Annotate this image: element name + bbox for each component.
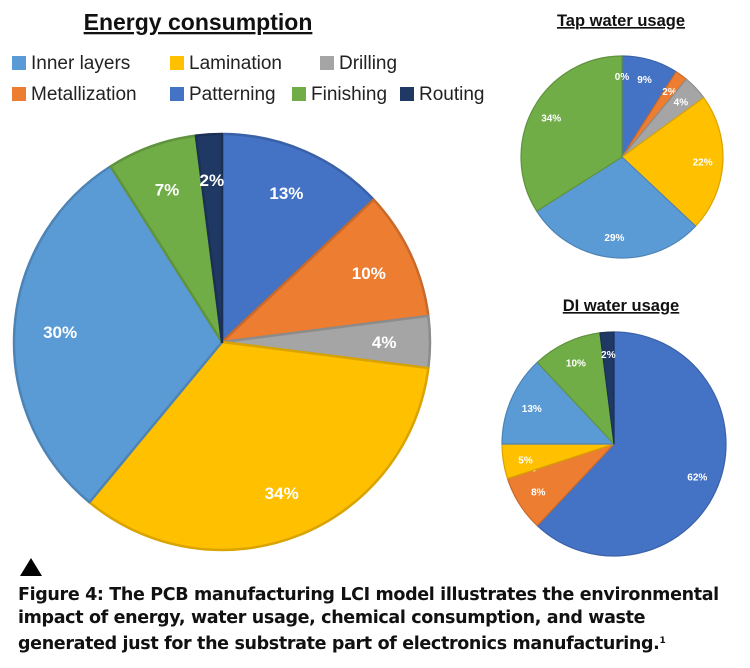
tap-slice-lamination: [621, 97, 724, 227]
energy-label-lamination: 34%: [265, 484, 299, 503]
legend-swatch-patterning: [170, 87, 184, 101]
tap-label-inner-layers: 29%: [604, 233, 624, 244]
energy-legend: Inner layers Lamination Drilling Metallizat…: [12, 53, 485, 105]
tap-slice-inner-layers: [536, 156, 697, 259]
legend-label-lamination: Lamination: [189, 53, 282, 74]
caption-block: Figure 4: The PCB manufacturing LCI mode…: [18, 558, 738, 656]
tap-label-patterning: 9%: [637, 75, 652, 86]
di-label-metallization: 8%: [531, 488, 546, 499]
legend-swatch-inner-layers: [12, 56, 26, 70]
energy-chart-title: Energy consumption: [84, 9, 313, 35]
footnote-mark: 1: [659, 636, 666, 646]
energy-label-inner-layers: 30%: [43, 323, 77, 342]
energy-label-patterning: 13%: [269, 184, 303, 203]
legend-swatch-routing: [400, 87, 414, 101]
energy-label-metallization: 10%: [352, 264, 386, 283]
caption-text: Figure 4: The PCB manufacturing LCI mode…: [18, 585, 719, 654]
energy-slice-metallization: [220, 198, 430, 344]
legend-label-finishing: Finishing: [311, 84, 387, 105]
energy-label-routing: 2%: [200, 171, 225, 190]
legend-label-drilling: Drilling: [339, 53, 397, 74]
legend-swatch-finishing: [292, 87, 306, 101]
legend-label-routing: Routing: [419, 84, 485, 105]
di-water-chart-title: DI water usage: [563, 297, 679, 315]
di-label-lamination: 5%: [518, 456, 533, 467]
energy-slice-inner-layers: [12, 165, 224, 504]
energy-slice-patterning: [220, 132, 375, 344]
tap-label-finishing: 34%: [541, 114, 561, 125]
figure-caption: Figure 4: The PCB manufacturing LCI mode…: [18, 584, 738, 656]
di-slice-patterning: [536, 331, 727, 557]
legend-swatch-lamination: [170, 56, 184, 70]
tap-water-chart-title: Tap water usage: [557, 12, 685, 30]
di-label-inner-layers: 13%: [522, 404, 542, 415]
tap-label-routing: 0%: [615, 72, 630, 83]
tap-water-pie: 9% 2%4% 22% 29% 34% 0%: [520, 55, 724, 259]
legend-label-metallization: Metallization: [31, 84, 137, 105]
energy-label-drilling: 4%: [372, 333, 397, 352]
tap-slice-finishing: [520, 55, 623, 212]
legend-label-inner-layers: Inner layers: [31, 53, 130, 74]
di-slice-inner-layers: [501, 361, 615, 445]
energy-label-finishing: 7%: [155, 181, 180, 200]
legend-label-patterning: Patterning: [189, 84, 276, 105]
tap-label-metallization: 2%: [662, 87, 677, 98]
di-water-pie: 62%8%0%5%13%10%2%: [501, 331, 727, 557]
di-label-routing: 2%: [601, 350, 616, 361]
di-label-finishing: 10%: [566, 359, 586, 370]
energy-slice-routing: [194, 132, 224, 344]
tap-label-lamination: 22%: [693, 158, 713, 169]
legend-swatch-metallization: [12, 87, 26, 101]
energy-slice-lamination: [88, 340, 430, 552]
legend-swatch-drilling: [320, 56, 334, 70]
energy-pie: 13% 10% 4% 34% 30% 7% 2%: [12, 132, 432, 552]
figure-charts: Energy consumption Inner layers Laminatio…: [12, 9, 727, 557]
di-slice-routing: [599, 331, 615, 445]
tap-label-drilling: 4%: [674, 97, 689, 108]
triangle-marker-icon: [20, 558, 42, 576]
di-label-patterning: 62%: [687, 473, 707, 484]
